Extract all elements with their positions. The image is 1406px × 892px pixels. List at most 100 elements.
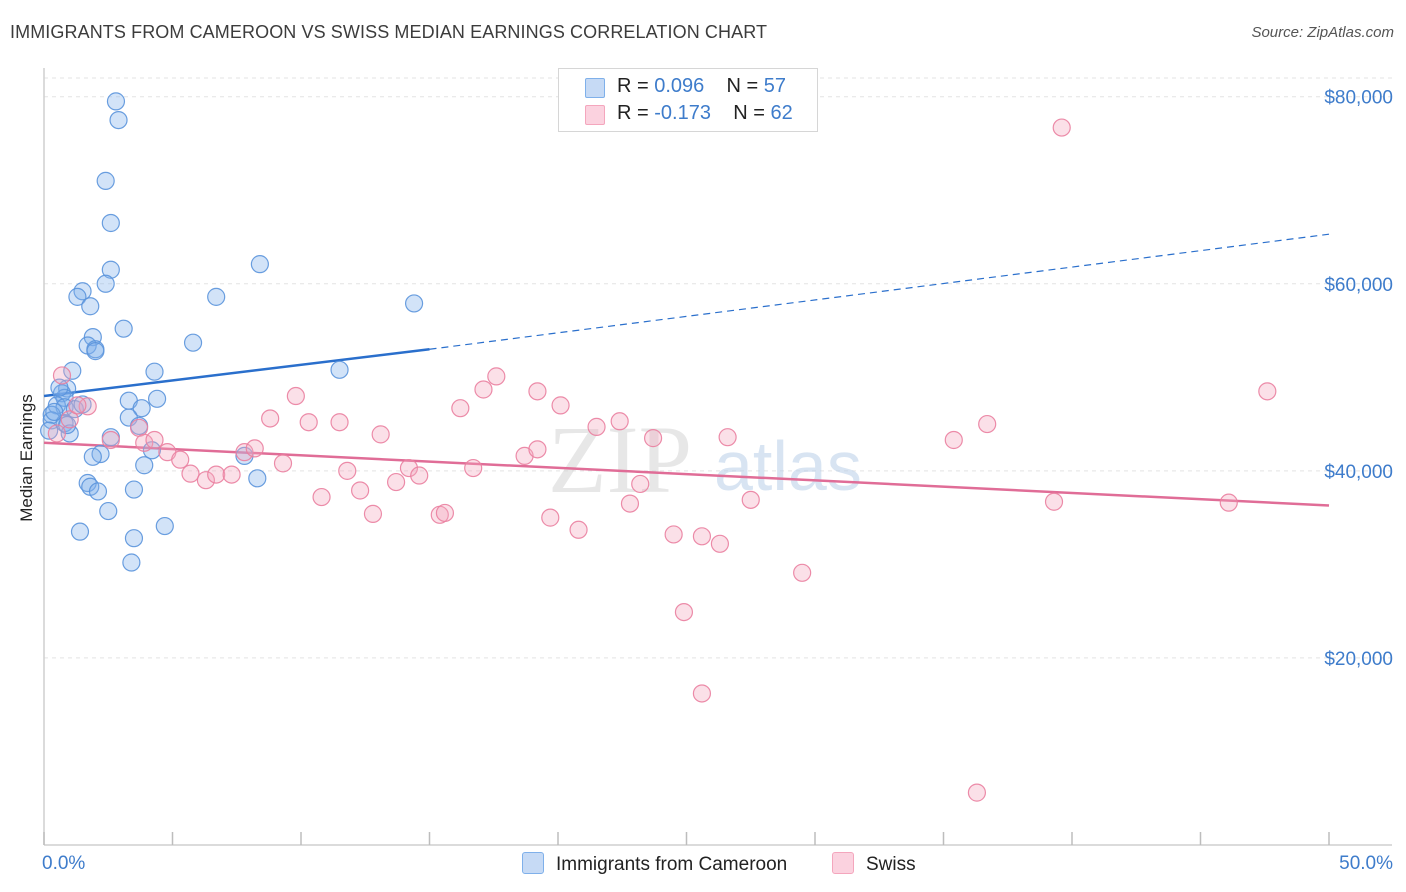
cameroon-point-36	[124, 480, 144, 499]
swiss-point-26	[371, 425, 390, 444]
swiss-point-41	[569, 520, 588, 539]
trend-lines	[43, 233, 1330, 507]
watermark-atlas: atlas	[714, 427, 862, 505]
swiss-point-53	[741, 490, 760, 509]
bottom-legend-cameroon: Immigrants from Cameroon	[522, 852, 787, 876]
swiss-point-31	[435, 503, 455, 523]
y-tick-label-60000: $60,000	[1324, 275, 1393, 296]
legend-n-value: 57	[763, 75, 787, 97]
cameroon-point-41	[122, 553, 141, 572]
cameroon-point-45	[145, 362, 164, 381]
watermark-zip: ZIP	[548, 406, 692, 513]
cameroon-point-9	[114, 319, 133, 338]
legend-swatch-cameroon	[585, 78, 605, 98]
swiss-point-2	[52, 366, 72, 385]
y-axis-label: Median Earnings	[17, 394, 36, 522]
cameroon-point-7	[68, 287, 87, 306]
cameroon-point-50	[404, 294, 424, 313]
x-tick-label-min: 0.0%	[42, 853, 85, 874]
swiss-point-38	[528, 382, 547, 401]
bottom-legend-swatch-swiss	[832, 852, 854, 874]
legend-r-value: 0.096	[654, 75, 705, 97]
cameroon-point-8	[81, 297, 100, 316]
cameroon-point-39	[70, 522, 90, 541]
stats-legend: R = 0.096 N = 57 R = -0.173 N = 62	[558, 68, 818, 132]
chart-source: Source: ZipAtlas.com	[1251, 24, 1394, 41]
y-tick-labels: $20,000 $40,000 $60,000 $80,000	[1324, 88, 1393, 670]
legend-r-label: R =	[617, 102, 649, 124]
cameroon-point-3	[101, 213, 120, 233]
swiss-point-33	[464, 458, 483, 478]
swiss-point-22	[330, 413, 349, 432]
swiss-point-54	[793, 563, 812, 582]
swiss-point-27	[386, 472, 406, 492]
swiss-point-18	[273, 454, 293, 473]
cameroon-point-49	[330, 360, 349, 379]
x-ticks	[43, 832, 1330, 845]
cameroon-point-46	[147, 389, 167, 408]
cameroon-point-6	[73, 282, 92, 301]
swiss-point-34	[474, 380, 493, 399]
cameroon-point-56	[83, 447, 102, 466]
swiss-point-55	[944, 430, 963, 450]
legend-n-value: 62	[770, 102, 793, 124]
bottom-legend-label-swiss: Swiss	[866, 854, 916, 875]
bottom-legend-swatch-cameroon	[522, 852, 544, 874]
cameroon-point-30	[142, 441, 162, 460]
swiss-point-39	[541, 508, 560, 527]
swiss-point-17	[261, 409, 280, 428]
swiss-point-50	[692, 684, 712, 703]
cameroon-point-21	[42, 405, 61, 424]
cameroon-point-14	[63, 361, 82, 380]
cameroon-point-42	[250, 255, 269, 274]
y-tick-label-20000: $20,000	[1324, 649, 1393, 670]
swiss-point-23	[338, 461, 357, 480]
cameroon-point-32	[135, 456, 154, 475]
swiss-point-10	[171, 450, 190, 469]
legend-n-label: N =	[726, 75, 759, 97]
swiss-point-43	[610, 412, 629, 431]
swiss-point-7	[135, 433, 154, 452]
swiss-point-19	[286, 386, 305, 406]
cameroon-point-35	[88, 482, 108, 501]
y-tick-label-80000: $80,000	[1324, 88, 1393, 109]
swiss-point-35	[487, 367, 506, 386]
swiss-point-15	[235, 443, 254, 462]
cameroon-point-38	[155, 516, 174, 536]
legend-swatch-swiss	[585, 105, 605, 125]
swiss-point-60	[47, 424, 66, 443]
swiss-point-40	[551, 396, 570, 415]
swiss-point-13	[207, 465, 226, 484]
cameroon-point-44	[183, 333, 203, 352]
cameroon-point-13	[86, 342, 105, 361]
bottom-legend-swiss: Swiss	[832, 852, 916, 876]
swiss-point-5	[101, 430, 120, 450]
swiss-point-51	[710, 534, 730, 553]
cameroon-trend-extension	[429, 233, 1330, 350]
cameroon-point-37	[99, 501, 118, 521]
swiss-point-48	[674, 602, 694, 622]
swiss-point-29	[410, 466, 429, 485]
swiss-point-49	[692, 527, 712, 546]
watermark: ZIP atlas	[548, 406, 862, 513]
cameroon-point-48	[248, 469, 267, 488]
cameroon-point-4	[101, 260, 120, 279]
swiss-point-46	[643, 429, 663, 448]
swiss-point-11	[181, 464, 200, 483]
swiss-point-42	[587, 417, 606, 436]
swiss-point-3	[60, 410, 79, 429]
axes	[43, 68, 1392, 846]
gridlines	[44, 77, 1392, 659]
swiss-point-20	[299, 413, 318, 432]
swiss-point-21	[312, 487, 331, 507]
swiss-point-52	[718, 428, 737, 447]
swiss-point-25	[363, 504, 383, 523]
cameroon-point-43	[207, 287, 226, 306]
swiss-point-12	[196, 471, 216, 490]
cameroon-point-5	[96, 274, 115, 293]
swiss-point-28	[399, 458, 419, 478]
cameroon-point-27	[132, 399, 151, 418]
chart-title: IMMIGRANTS FROM CAMEROON VS SWISS MEDIAN…	[10, 22, 768, 42]
swiss-point-57	[978, 414, 997, 434]
swiss-point-47	[664, 525, 683, 544]
